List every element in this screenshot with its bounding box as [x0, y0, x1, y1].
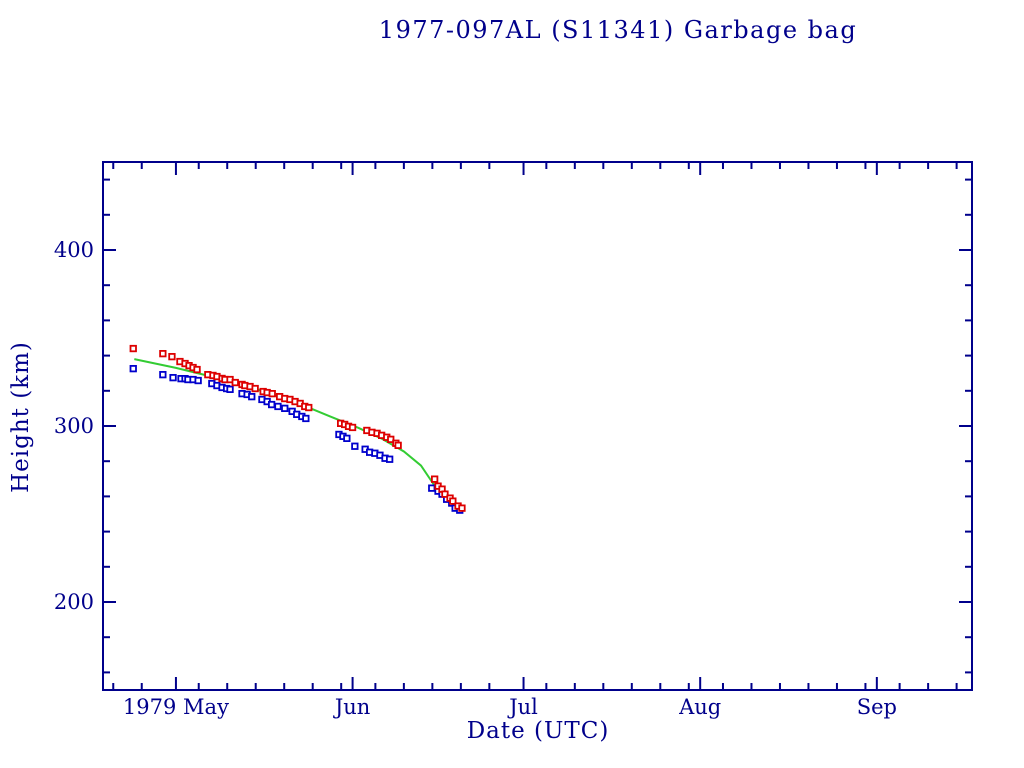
apogee-height-point [430, 475, 439, 483]
y-tick-label: 300 [54, 414, 94, 438]
perigee-height-point [169, 373, 177, 382]
apogee-height-point [348, 423, 357, 432]
perigee-height-point [428, 484, 436, 492]
apogee-height-point [168, 352, 176, 361]
perigee-height-point [274, 402, 282, 411]
apogee-height-point [268, 389, 276, 398]
x-tick-label: 1979 May [123, 695, 229, 719]
decay-fit-curve-line [134, 358, 435, 486]
apogee-height-point [387, 435, 395, 444]
apogee-height-point [394, 441, 402, 450]
apogee-height-point [193, 365, 201, 374]
perigee-height-point [248, 392, 256, 401]
perigee-height-point [351, 442, 359, 450]
perigee-height-point [385, 455, 394, 463]
apogee-height-point [159, 349, 167, 358]
apogee-height-point [305, 403, 313, 412]
x-tick-label: Jun [333, 695, 370, 719]
perigee-height-point [302, 414, 310, 423]
perigee-height-point [194, 376, 202, 385]
perigee-height-point [343, 434, 351, 443]
apogee-height-point [441, 490, 449, 498]
apogee-height-point [449, 497, 457, 505]
x-tick-label: Sep [857, 695, 897, 719]
y-tick-label: 200 [54, 590, 94, 614]
perigee-height-point [226, 385, 234, 394]
chart-title: 1977-097AL (S11341) Garbage bag [378, 16, 858, 44]
perigee-height-point [129, 364, 137, 373]
x-tick-label: Aug [678, 695, 721, 719]
apogee-height-point [251, 384, 259, 393]
perigee-height-point [159, 370, 167, 379]
perigee-height-point [267, 400, 276, 409]
plot-frame [102, 161, 973, 691]
perigee-height-point [281, 404, 289, 413]
x-axis-title: Date (UTC) [466, 718, 610, 744]
y-tick-label: 400 [54, 238, 94, 262]
x-tick-label: Jul [507, 695, 538, 719]
apogee-height-point [129, 344, 137, 353]
apogee-height-point [231, 378, 239, 387]
apogee-height-point [458, 504, 466, 512]
